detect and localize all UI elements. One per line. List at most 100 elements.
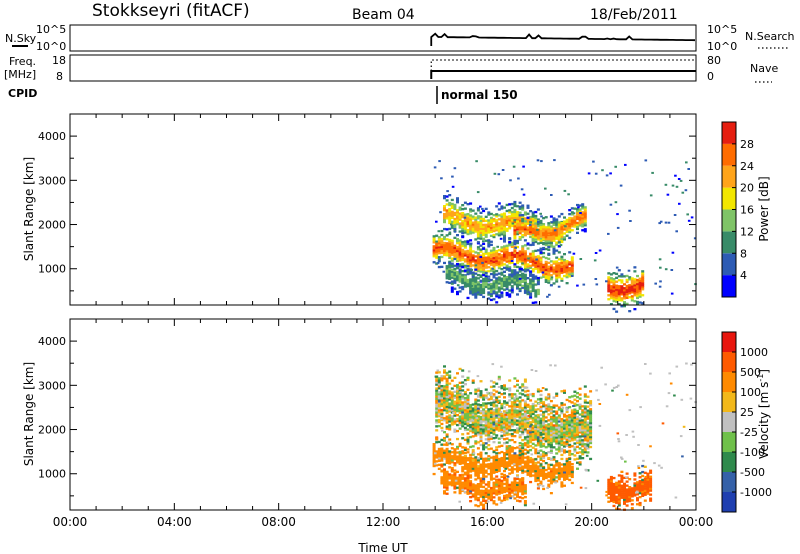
- echo-cell: [467, 370, 471, 373]
- echo-cell: [448, 396, 452, 399]
- echo-cell: [503, 259, 506, 262]
- echo-cell: [456, 290, 459, 294]
- echo-cell: [521, 226, 525, 229]
- echo-cell: [609, 497, 613, 501]
- echo-cell: [570, 221, 574, 224]
- echo-cell: [560, 410, 564, 413]
- echo-cell: [570, 431, 574, 434]
- echo-cell: [508, 262, 512, 265]
- echo-cell: [461, 403, 465, 406]
- echo-cell: [615, 272, 619, 275]
- echo-cell: [469, 488, 473, 491]
- echo-cell: [484, 420, 488, 423]
- echo-cell: [476, 393, 480, 396]
- echo-cell: [435, 246, 439, 249]
- echo-cell: [505, 280, 509, 283]
- echo-cell: [623, 301, 626, 304]
- echo-cell: [437, 459, 441, 462]
- echo-cell: [489, 435, 493, 438]
- echo-cell: [570, 465, 574, 469]
- echo-cell: [482, 479, 486, 482]
- echo-cell: [508, 260, 512, 263]
- echo-cell: [612, 496, 616, 500]
- echo-cell: [578, 461, 582, 464]
- echo-cell: [549, 260, 553, 263]
- echo-cell: [508, 267, 512, 270]
- echo-cell: [466, 271, 470, 274]
- echo-cell: [500, 385, 504, 388]
- echo-cell: [633, 482, 637, 485]
- echo-cell: [674, 174, 677, 177]
- echo-cell: [469, 496, 473, 499]
- echo-cell: [547, 261, 551, 264]
- echo-cell: [508, 293, 512, 296]
- echo-cell: [510, 220, 514, 224]
- echo-cell: [523, 390, 527, 393]
- echo-cell: [539, 421, 543, 424]
- echo-cell: [448, 424, 452, 427]
- echo-cell: [513, 216, 517, 220]
- echo-cell: [534, 404, 538, 407]
- echo-cell: [497, 278, 501, 281]
- echo-cell: [476, 389, 480, 392]
- echo-cell: [456, 234, 459, 237]
- echo-cell: [516, 493, 519, 496]
- echo-cell: [498, 378, 501, 381]
- echo-cell: [643, 479, 647, 482]
- echo-cell: [526, 242, 530, 245]
- echo-cell: [474, 484, 478, 487]
- echo-cell: [623, 482, 626, 485]
- echo-cell: [578, 441, 582, 444]
- echo-cell: [461, 277, 465, 281]
- echo-cell: [476, 409, 480, 412]
- echo-cell: [539, 389, 543, 393]
- echo-cell: [526, 437, 530, 440]
- echo-cell: [516, 259, 519, 263]
- echo-cell: [609, 203, 613, 206]
- echo-cell: [573, 207, 577, 210]
- echo-cell: [523, 220, 527, 223]
- echo-cell: [557, 436, 561, 439]
- echo-cell: [573, 422, 577, 425]
- echo-cell: [510, 218, 514, 222]
- echo-cell: [560, 485, 564, 488]
- echo-cell: [519, 429, 523, 431]
- echo-cell: [453, 269, 457, 272]
- echo-cell: [476, 487, 480, 490]
- echo-cell: [516, 220, 519, 223]
- echo-cell: [474, 472, 478, 475]
- echo-cell: [463, 402, 467, 406]
- echo-cell: [583, 419, 587, 422]
- echo-cell: [476, 225, 480, 228]
- echo-cell: [458, 367, 462, 371]
- y-tick-label: 2000: [38, 219, 66, 232]
- echo-cell: [440, 245, 444, 249]
- echo-cell: [641, 474, 645, 478]
- echo-cell: [521, 442, 525, 446]
- echo-cell: [469, 406, 473, 409]
- echo-cell: [503, 454, 506, 457]
- echo-cell: [443, 218, 446, 222]
- echo-cell: [463, 418, 467, 422]
- echo-cell: [476, 427, 480, 430]
- echo-cell: [625, 292, 629, 295]
- echo-cell: [617, 295, 621, 298]
- echo-cell: [458, 247, 462, 250]
- echo-cell: [495, 273, 499, 276]
- echo-cell: [617, 299, 621, 302]
- echo-cell: [456, 201, 459, 204]
- echo-cell: [547, 445, 551, 448]
- echo-cell: [531, 404, 535, 408]
- echo-cell: [456, 257, 459, 261]
- echo-cell: [450, 391, 454, 394]
- echo-cell: [445, 447, 449, 451]
- echo-cell: [503, 388, 506, 391]
- echo-cell: [471, 256, 475, 259]
- velocity-colorbar-swatch: [722, 332, 736, 352]
- nsky-label: N.Sky: [5, 32, 37, 45]
- echo-cell: [469, 222, 473, 225]
- echo-cell: [521, 278, 525, 281]
- echo-cell: [463, 215, 467, 218]
- echo-cell: [476, 264, 480, 267]
- echo-cell: [443, 247, 446, 251]
